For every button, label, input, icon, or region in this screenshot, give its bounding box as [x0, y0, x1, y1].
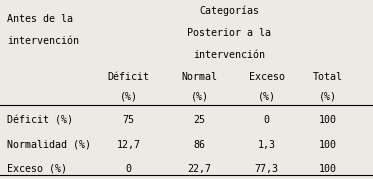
- Text: (%): (%): [191, 91, 209, 101]
- Text: intervención: intervención: [193, 50, 266, 60]
- Text: (%): (%): [319, 91, 337, 101]
- Text: 75: 75: [123, 115, 135, 125]
- Text: Categorías: Categorías: [200, 5, 259, 16]
- Text: Normal: Normal: [182, 72, 217, 82]
- Text: 0: 0: [264, 115, 270, 125]
- Text: Total: Total: [313, 72, 343, 82]
- Text: Déficit: Déficit: [108, 72, 150, 82]
- Text: (%): (%): [120, 91, 138, 101]
- Text: 22,7: 22,7: [188, 164, 211, 174]
- Text: 0: 0: [126, 164, 132, 174]
- Text: Posterior a la: Posterior a la: [187, 28, 272, 38]
- Text: Exceso: Exceso: [249, 72, 285, 82]
- Text: 100: 100: [319, 164, 337, 174]
- Text: 25: 25: [194, 115, 206, 125]
- Text: 12,7: 12,7: [117, 140, 141, 150]
- Text: (%): (%): [258, 91, 276, 101]
- Text: 77,3: 77,3: [255, 164, 279, 174]
- Text: Déficit (%): Déficit (%): [7, 115, 73, 125]
- Text: Exceso (%): Exceso (%): [7, 164, 68, 174]
- Text: 86: 86: [194, 140, 206, 150]
- Text: Normalidad (%): Normalidad (%): [7, 140, 91, 150]
- Text: 100: 100: [319, 115, 337, 125]
- Text: 100: 100: [319, 140, 337, 150]
- Text: intervención: intervención: [7, 36, 79, 46]
- Text: Antes de la: Antes de la: [7, 14, 73, 24]
- Text: 1,3: 1,3: [258, 140, 276, 150]
